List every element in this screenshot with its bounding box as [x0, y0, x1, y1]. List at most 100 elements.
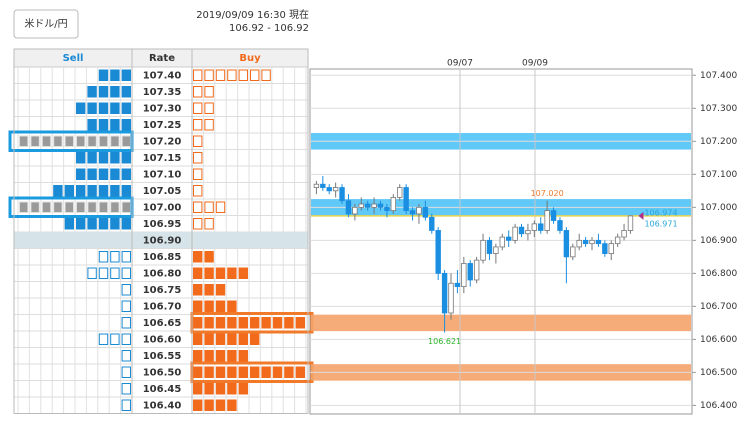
sell-orders: [121, 350, 131, 362]
order-square: [87, 86, 97, 98]
rate: 107.40: [143, 70, 182, 81]
order-square: [87, 102, 97, 114]
buy-orders: [193, 251, 214, 263]
buy-orders: [193, 383, 249, 395]
sell-orders: [121, 399, 131, 411]
order-square: [204, 284, 214, 296]
candle-body: [435, 230, 441, 274]
order-square: [227, 300, 237, 312]
candle-body: [429, 216, 435, 231]
pair-button[interactable]: [13, 9, 79, 39]
order-square: [261, 317, 271, 329]
order-square: [87, 168, 97, 180]
rate: 107.00: [143, 202, 182, 213]
order-square: [215, 399, 226, 411]
rate: 107.30: [143, 103, 182, 114]
rate: 107.20: [143, 136, 182, 147]
sell-orders: [87, 119, 131, 131]
candle-body: [480, 239, 486, 261]
order-square: [250, 366, 260, 378]
buy-orders: [193, 185, 203, 197]
order-square: [295, 317, 306, 329]
order-square: [250, 333, 260, 345]
candle-body: [538, 223, 544, 231]
sell-orders: [98, 251, 131, 263]
buy-orders: [193, 168, 203, 180]
order-square: [204, 102, 214, 114]
order-square: [110, 135, 120, 147]
rate: 106.80: [143, 268, 182, 279]
quote: 106.92 - 106.92: [229, 23, 309, 34]
sell-orders: [98, 69, 131, 81]
order-square: [110, 152, 120, 164]
order-square: [121, 86, 131, 98]
pair-button-label[interactable]: 米ドル/円: [24, 17, 67, 30]
order-square: [87, 152, 97, 164]
order-square: [76, 135, 86, 147]
order-square: [76, 102, 86, 114]
candle-body: [461, 263, 467, 287]
order-square: [121, 119, 131, 131]
candle-body: [493, 246, 499, 254]
order-square: [193, 119, 203, 131]
buy-orders: [193, 317, 306, 329]
order-square: [215, 333, 226, 345]
order-square: [193, 333, 203, 345]
order-square: [238, 69, 249, 81]
order-square: [204, 383, 214, 395]
x-tick-label: 09/09: [522, 59, 548, 69]
candle-body: [602, 243, 608, 254]
rate: 106.85: [143, 252, 182, 263]
buy-orders: [193, 218, 214, 230]
order-square: [227, 383, 237, 395]
extreme-label: 106.621: [428, 337, 461, 346]
candle-body: [441, 272, 448, 314]
candle-body: [397, 187, 403, 198]
order-square: [227, 317, 237, 329]
order-square: [64, 201, 74, 213]
order-square: [87, 185, 97, 197]
order-square: [53, 201, 63, 213]
order-square: [193, 135, 203, 147]
order-square: [121, 383, 131, 395]
candle-body: [473, 259, 480, 281]
order-square: [30, 201, 40, 213]
order-square: [227, 399, 237, 411]
sell-orders: [53, 185, 131, 197]
buy-orders: [193, 152, 203, 164]
column-header: Rate: [149, 53, 175, 64]
order-square: [121, 366, 131, 378]
order-square: [121, 152, 131, 164]
order-square: [204, 317, 214, 329]
order-square: [98, 102, 109, 114]
order-square: [204, 350, 214, 362]
candle-body: [525, 230, 531, 235]
buy-orders: [193, 69, 271, 81]
order-square: [193, 185, 203, 197]
order-square: [110, 185, 120, 197]
order-square: [64, 218, 74, 230]
sell-orders: [121, 383, 131, 395]
rate: 107.35: [143, 87, 182, 98]
candle-body: [544, 210, 550, 231]
buy-orders: [193, 333, 260, 345]
order-square: [110, 69, 120, 81]
rate: 106.50: [143, 367, 182, 378]
sell-orders: [121, 284, 131, 296]
price-label: 106.974: [644, 208, 677, 217]
candle-body: [570, 246, 576, 258]
order-square: [19, 201, 29, 213]
rate: 106.70: [143, 301, 182, 312]
y-tick-label: 107.100: [700, 170, 737, 180]
candle-body: [627, 215, 634, 231]
table-border: [13, 48, 309, 414]
candle-body: [550, 210, 557, 221]
order-square: [204, 366, 214, 378]
candle-body: [505, 236, 512, 241]
order-square: [193, 284, 203, 296]
rate: 107.15: [143, 153, 182, 164]
buy-orders: [193, 135, 203, 147]
order-square: [250, 317, 260, 329]
column-header: Buy: [239, 53, 261, 64]
order-square: [98, 267, 109, 279]
